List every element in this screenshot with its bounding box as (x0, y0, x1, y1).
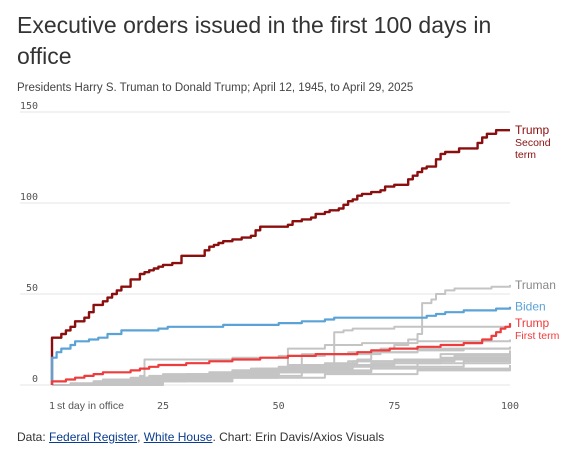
chart-subtitle: Presidents Harry S. Truman to Donald Tru… (17, 82, 414, 94)
grid-layer: 0 50 100 150 1 25 50 75 100 st day in office (20, 101, 519, 412)
footer-suffix: . Chart: Erin Davis/Axios Visuals (212, 430, 385, 444)
chart-footer: Data: Federal Register, White House. Cha… (17, 430, 384, 444)
y-tick-label: 150 (20, 101, 38, 112)
chart-title: Executive orders issued in the first 100… (17, 12, 492, 69)
y-tick-label: 0 (32, 374, 38, 385)
x-tick-label: 25 (157, 401, 169, 412)
series-line-other-president (52, 346, 511, 386)
footer-prefix: Data: (17, 430, 50, 444)
x-tick-label: 100 (501, 401, 519, 412)
source-link-federal-register[interactable]: Federal Register (49, 430, 138, 444)
series-label: First term (515, 330, 560, 342)
x-axis-annotation: st day in office (57, 400, 124, 412)
source-link-white-house[interactable]: White House (143, 430, 213, 444)
series-line-other-president (52, 366, 511, 386)
series-line-other-president (52, 352, 511, 386)
y-tick-label: 50 (26, 283, 38, 294)
series-label: term (515, 149, 536, 161)
series-line-other-president (52, 355, 511, 386)
y-tick-label: 100 (20, 192, 38, 203)
series-line-trump-first-term (50, 323, 512, 385)
series-layer (50, 129, 512, 386)
series-line-biden (50, 306, 512, 385)
series-label: Biden (515, 300, 546, 314)
x-tick-label: 75 (388, 401, 400, 412)
series-label: Trump (515, 123, 550, 137)
series-label: Trump (515, 316, 550, 330)
series-label: Truman (515, 278, 556, 292)
footer-separator: , (137, 430, 144, 444)
x-tick-label: 50 (273, 401, 285, 412)
series-label: Second (515, 137, 551, 149)
x-tick-label: 1 (49, 401, 55, 412)
series-line-trump-second-term (50, 129, 510, 385)
